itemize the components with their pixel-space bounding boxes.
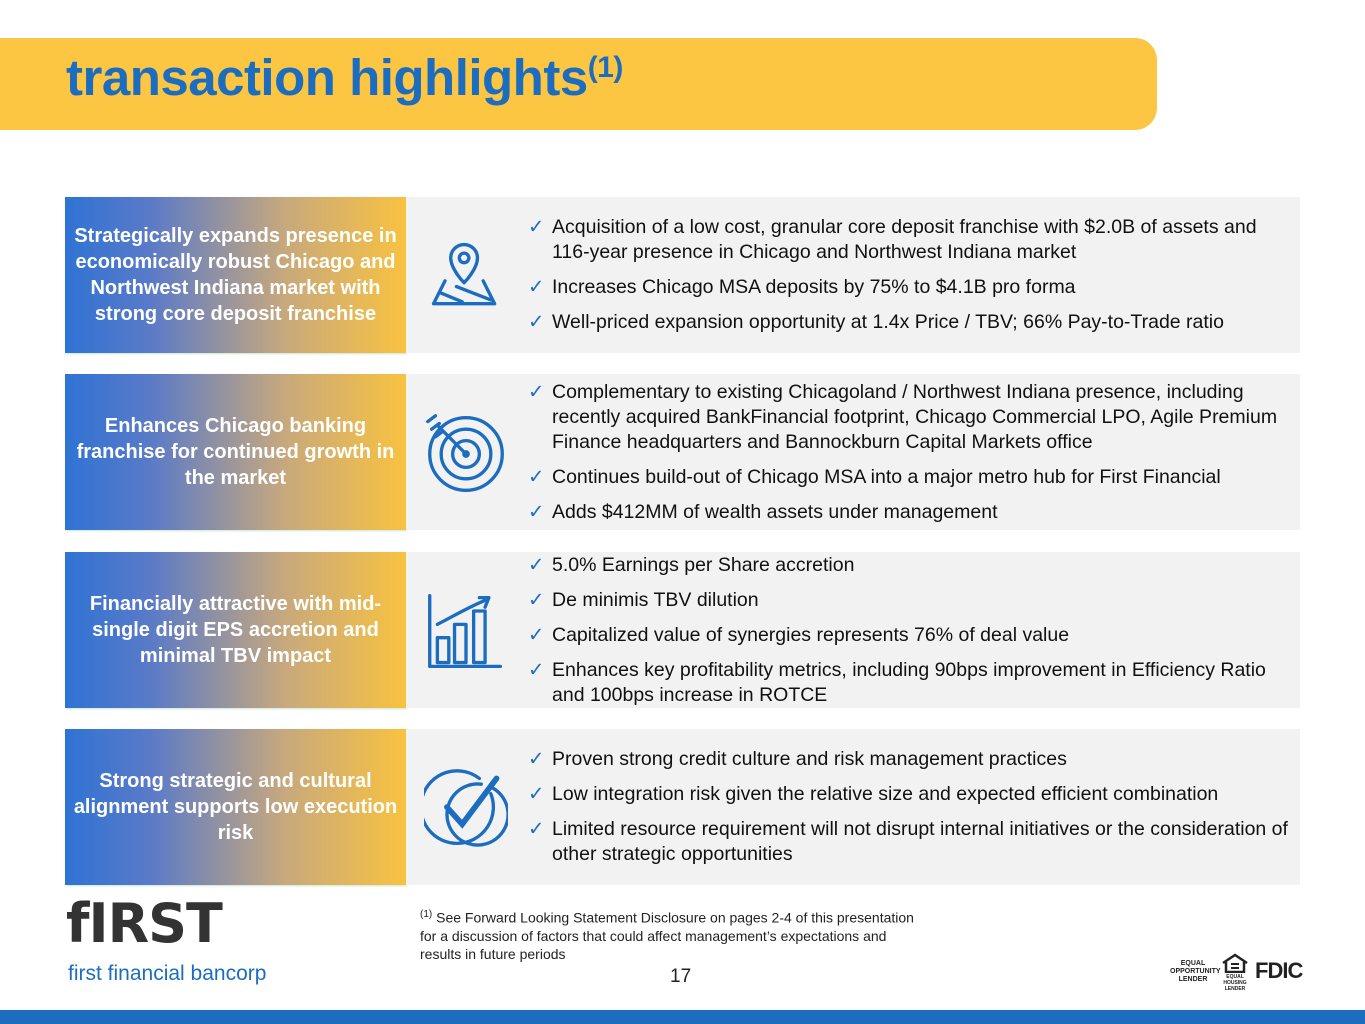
row-panel: 5.0% Earnings per Share accretion De mini…	[406, 552, 1300, 708]
title-text: transaction highlights	[66, 49, 588, 106]
house-icon	[1222, 953, 1248, 973]
bullet-list: Complementary to existing Chicagoland / …	[528, 374, 1288, 530]
bullet: Continues build-out of Chicago MSA into …	[528, 465, 1288, 490]
title-note: (1)	[587, 51, 624, 84]
row-icon	[426, 414, 504, 492]
logo-mark: fIRST	[66, 892, 223, 955]
bullet: Acquisition of a low cost, granular core…	[528, 215, 1288, 265]
title: transaction highlights(1)	[66, 48, 623, 107]
row-panel: Proven strong credit culture and risk ma…	[406, 729, 1300, 885]
bullet: Complementary to existing Chicagoland / …	[528, 380, 1288, 455]
footnote-marker: (1)	[420, 909, 433, 920]
row-panel: Complementary to existing Chicagoland / …	[406, 374, 1300, 530]
bullet: Capitalized value of synergies represent…	[528, 623, 1288, 648]
logo-name: first financial bancorp	[68, 962, 267, 985]
footnote: (1) See Forward Looking Statement Disclo…	[420, 906, 920, 963]
bullet: Adds $412MM of wealth assets under manag…	[528, 500, 1288, 525]
row-label: Strong strategic and cultural alignment …	[65, 729, 406, 885]
bullet: Low integration risk given the relative …	[528, 782, 1288, 807]
bullet-list: Acquisition of a low cost, granular core…	[528, 197, 1288, 353]
bullet: Increases Chicago MSA deposits by 75% to…	[528, 275, 1288, 300]
footnote-text: See Forward Looking Statement Disclosure…	[420, 909, 914, 962]
bullet-list: 5.0% Earnings per Share accretion De mini…	[528, 552, 1288, 708]
fdic-badge: FDIC	[1255, 958, 1303, 983]
bullet: 5.0% Earnings per Share accretion	[528, 553, 1288, 578]
row-icon	[428, 594, 503, 669]
bullet: Well-priced expansion opportunity at 1.4…	[528, 310, 1288, 335]
bullet: De minimis TBV dilution	[528, 588, 1288, 613]
bullet: Enhances key profitability metrics, incl…	[528, 658, 1288, 708]
row-label: Enhances Chicago banking franchise for c…	[65, 374, 406, 530]
row-label: Financially attractive with mid-single d…	[65, 552, 406, 708]
row-icon	[431, 242, 497, 306]
bullet: Limited resource requirement will not di…	[528, 817, 1288, 867]
row-icon	[424, 769, 508, 847]
page-number: 17	[670, 966, 692, 987]
row-label: Strategically expands presence in econom…	[65, 197, 406, 353]
equal-opportunity-badge: EQUAL OPPORTUNITY LENDER	[1170, 960, 1221, 983]
bullet: Proven strong credit culture and risk ma…	[528, 747, 1288, 772]
footer-bar	[0, 1010, 1365, 1024]
row-panel: Acquisition of a low cost, granular core…	[406, 197, 1300, 353]
equal-housing-badge: EQUAL HOUSING LENDER	[1223, 974, 1247, 992]
bullet-list: Proven strong credit culture and risk ma…	[528, 729, 1288, 885]
title-banner	[0, 38, 1157, 130]
